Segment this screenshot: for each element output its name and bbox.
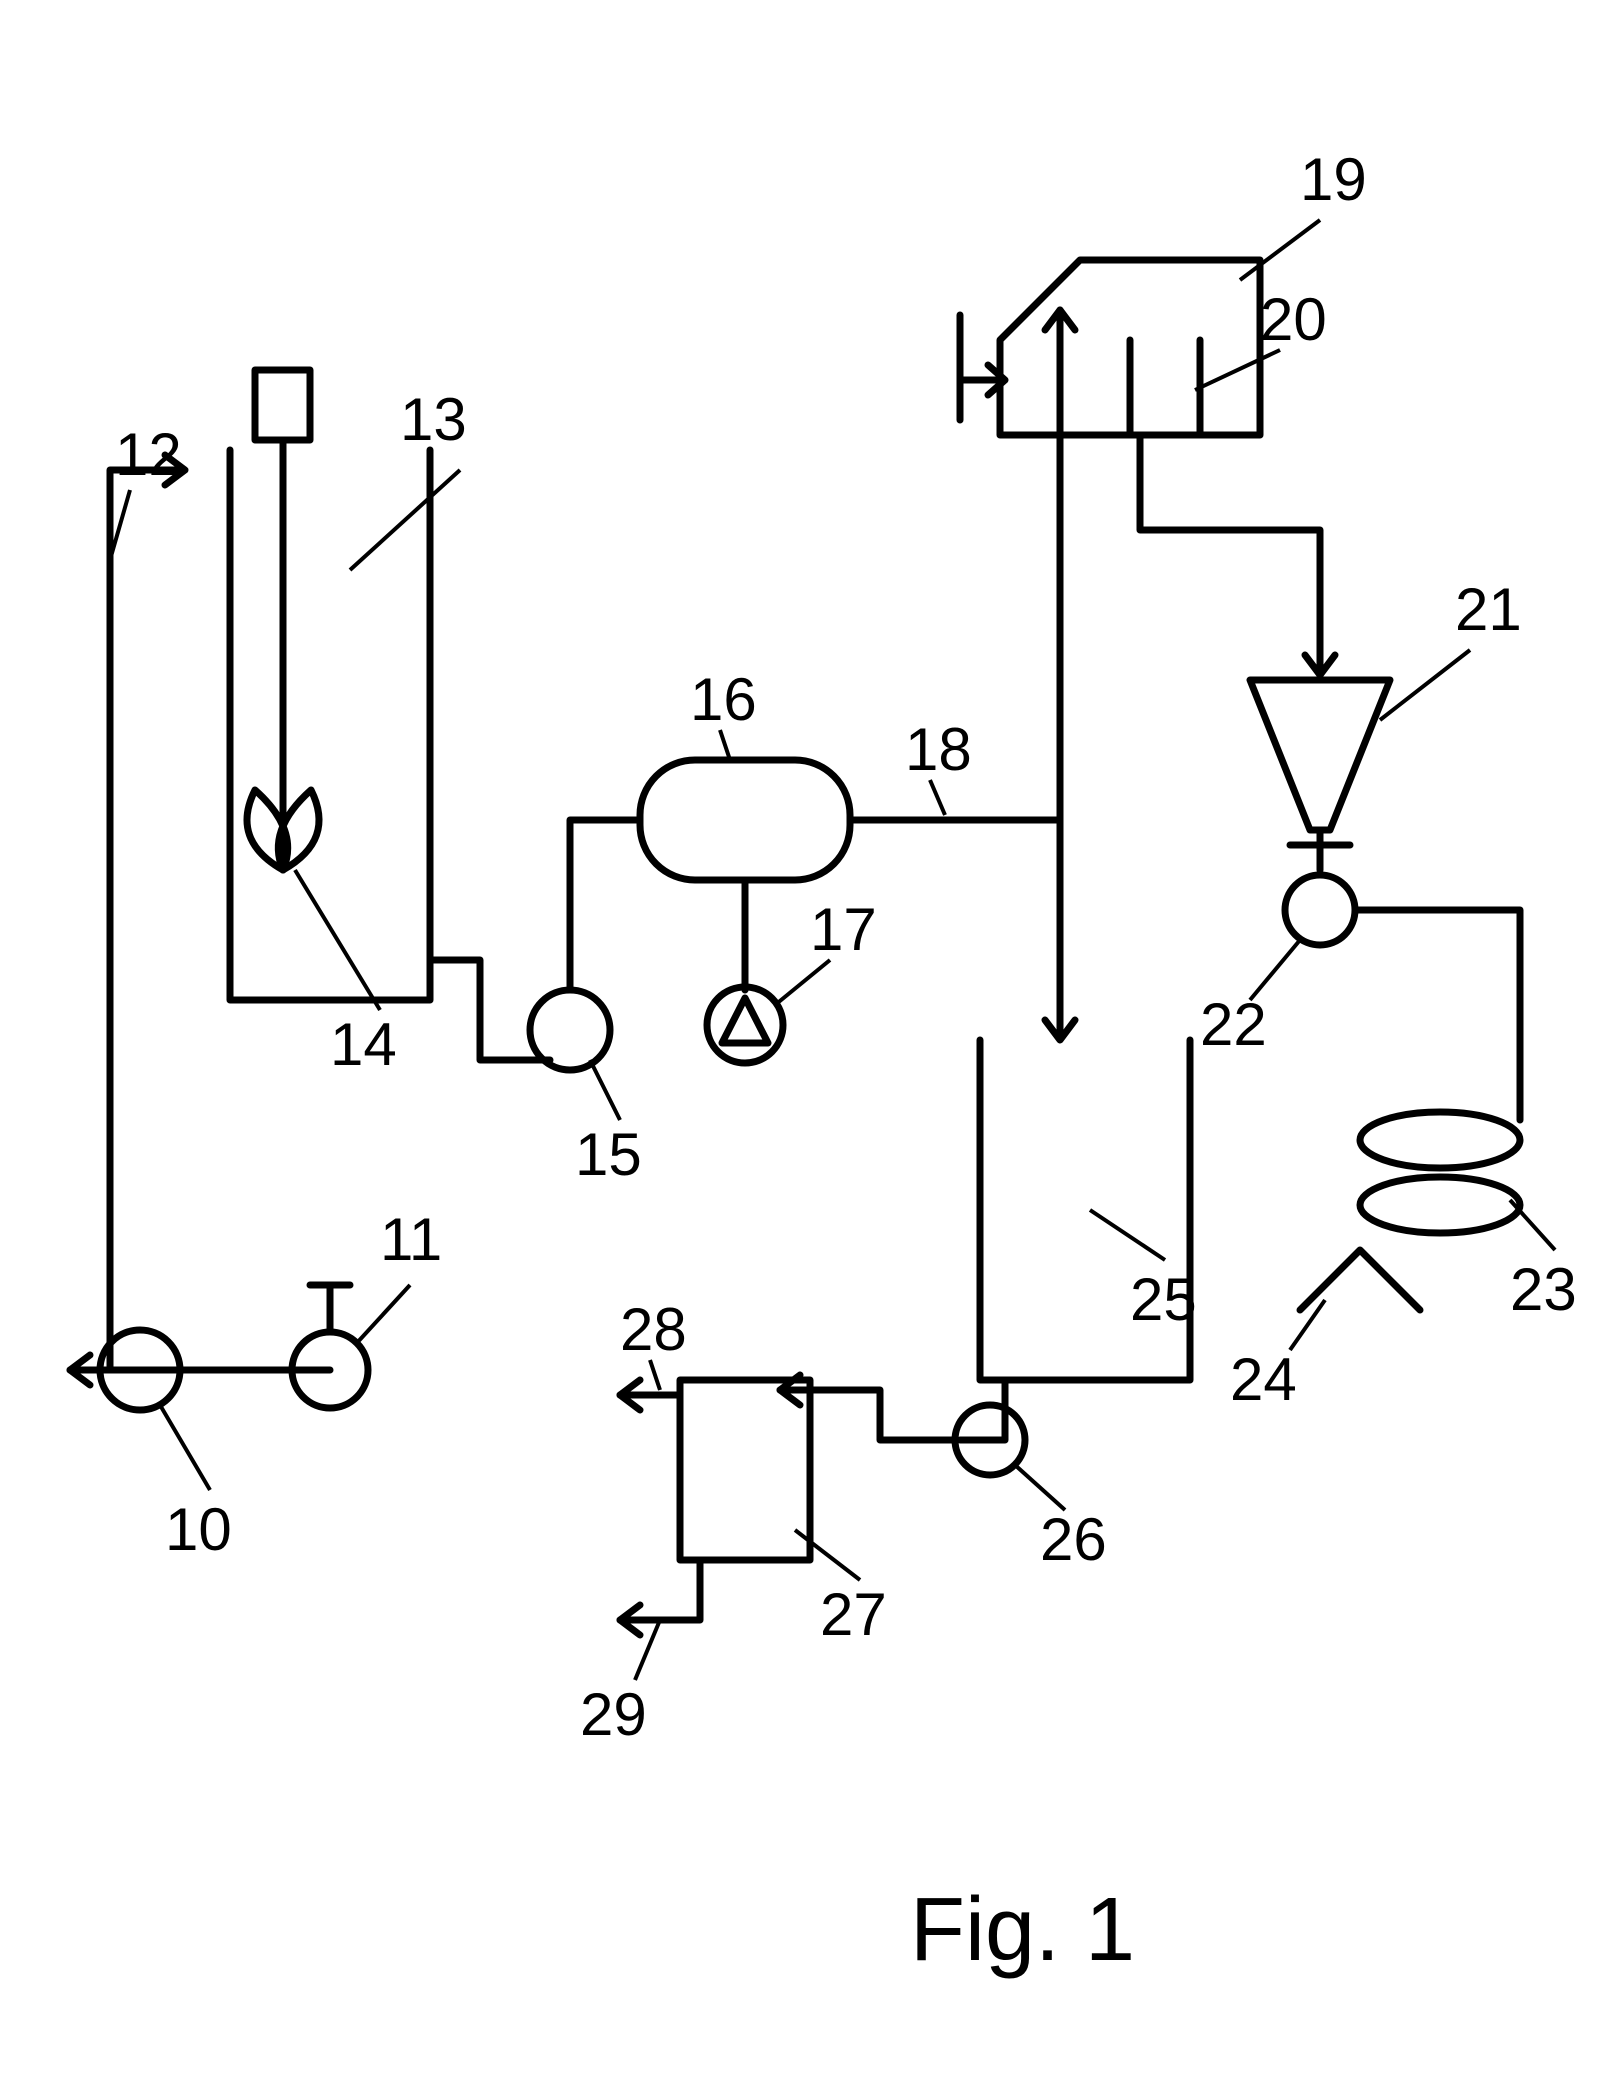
label-14: 14 xyxy=(330,1011,397,1078)
roll-22 xyxy=(1285,875,1355,945)
label-24: 24 xyxy=(1230,1346,1297,1413)
motor-13 xyxy=(255,370,310,440)
leader-28 xyxy=(650,1360,660,1390)
roll-23-top xyxy=(1360,1112,1520,1168)
pump-17-triangle xyxy=(722,998,768,1043)
roll-23-bot xyxy=(1360,1177,1520,1233)
label-13: 13 xyxy=(400,386,467,453)
filter-27 xyxy=(680,1380,810,1560)
leader-21 xyxy=(1380,650,1470,720)
label-22: 22 xyxy=(1200,991,1267,1058)
line-15-to-16 xyxy=(570,820,640,990)
label-15: 15 xyxy=(575,1121,642,1188)
label-25: 25 xyxy=(1130,1266,1197,1333)
label-17: 17 xyxy=(810,896,877,963)
label-27: 27 xyxy=(820,1581,887,1648)
diagram-svg: 13 14 12 10 11 15 16 17 18 xyxy=(0,0,1623,2087)
wire-path xyxy=(1355,910,1520,1120)
figure-caption: Fig. 1 xyxy=(910,1880,1135,1980)
leader-15 xyxy=(590,1060,620,1120)
leader-27 xyxy=(795,1530,860,1580)
label-19: 19 xyxy=(1300,146,1367,213)
leader-10 xyxy=(160,1405,210,1490)
leader-13 xyxy=(350,470,460,570)
leader-17 xyxy=(775,960,830,1005)
label-28: 28 xyxy=(620,1296,687,1363)
leader-26 xyxy=(1015,1465,1065,1510)
label-11: 11 xyxy=(380,1206,442,1273)
label-21: 21 xyxy=(1455,576,1522,643)
leader-24 xyxy=(1290,1300,1325,1350)
leader-18 xyxy=(930,780,945,815)
label-16: 16 xyxy=(690,666,757,733)
line-19-to-21 xyxy=(1140,435,1320,670)
label-20: 20 xyxy=(1260,286,1327,353)
leader-25 xyxy=(1090,1210,1165,1260)
pump-15 xyxy=(530,990,610,1070)
headbox-21 xyxy=(1250,680,1390,830)
label-18: 18 xyxy=(905,716,972,783)
leader-23 xyxy=(1510,1200,1555,1250)
leader-20 xyxy=(1195,350,1280,390)
insert-20 xyxy=(1130,340,1200,435)
label-26: 26 xyxy=(1040,1506,1107,1573)
label-10: 10 xyxy=(165,1496,232,1563)
line-26-to-27 xyxy=(780,1390,955,1440)
tray-24 xyxy=(1300,1250,1420,1310)
leader-29 xyxy=(635,1620,660,1680)
leader-16 xyxy=(720,730,730,760)
tank-13 xyxy=(230,450,430,1000)
leader-19 xyxy=(1240,220,1320,280)
line-12 xyxy=(110,470,180,1370)
vessel-16 xyxy=(640,760,850,880)
leader-11 xyxy=(355,1285,410,1345)
label-29: 29 xyxy=(580,1681,647,1748)
label-23: 23 xyxy=(1510,1256,1577,1323)
leader-14 xyxy=(295,870,380,1010)
label-12: 12 xyxy=(115,421,182,488)
